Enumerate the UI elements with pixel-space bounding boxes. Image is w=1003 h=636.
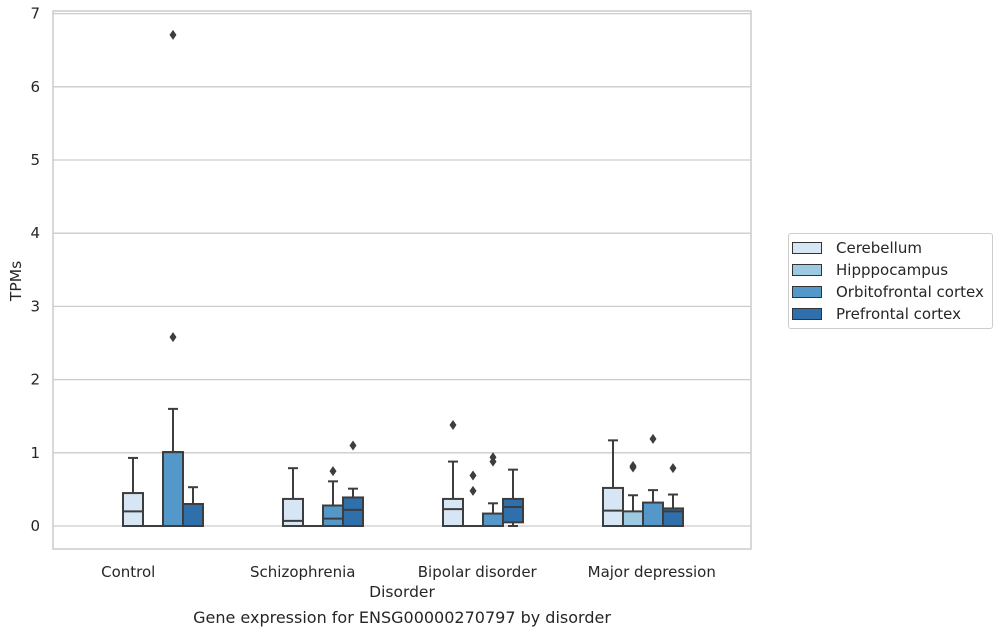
boxplot [122,456,144,527]
legend-label: Hipppocampus [836,261,949,279]
y-tick-label: 7 [30,5,40,23]
y-tick-label: 3 [30,297,40,315]
gridlines [53,12,751,527]
box [322,504,344,527]
outlier-point [169,332,177,343]
y-tick-label: 2 [30,371,40,389]
box [122,492,144,527]
y-tick-label: 6 [30,78,40,96]
legend-swatch [792,264,822,276]
plot-area-frame [52,10,752,550]
x-tick-label: Bipolar disorder [418,563,538,581]
y-axis-ticks: 0 1 2 3 4 5 6 7 [30,5,40,535]
legend-item: Orbitofrontal cortex [789,281,992,303]
chart-caption: Gene expression for ENSG00000270797 by d… [193,608,611,627]
x-tick-label: Control [101,563,155,581]
outlier-point [629,460,637,471]
y-axis-label: TPMs [7,261,25,302]
x-axis-label: Disorder [369,583,435,601]
box [342,496,364,527]
legend-swatch [792,308,822,320]
legend-swatch [792,242,822,254]
outlier-point [449,419,457,430]
boxplot [322,466,344,527]
legend-label: Orbitofrontal cortex [836,283,984,301]
box [482,512,504,528]
boxplot [282,467,304,527]
legend-item: Hipppocampus [789,259,992,281]
legend-label: Cerebellum [836,239,922,257]
box [642,501,664,527]
outlier-point [489,452,497,463]
outlier-point [169,29,177,40]
outlier-point [669,463,677,474]
legend: Cerebellum Hipppocampus Orbitofrontal cort… [788,233,993,329]
boxplot [622,460,644,527]
outlier-point [349,440,357,451]
boxplots [122,29,684,528]
legend-swatch [792,286,822,298]
box [182,503,204,528]
outlier-point [649,433,657,444]
x-tick-label: Major depression [588,563,716,581]
boxplot [442,419,464,527]
boxplot [602,439,624,528]
boxplot [642,433,664,527]
legend-item: Prefrontal cortex [789,303,992,325]
x-axis-ticks: Control Schizophrenia Bipolar disorder Majo… [101,563,716,581]
boxplot [462,470,484,528]
legend-label: Prefrontal cortex [836,305,961,323]
boxplot [502,468,524,527]
boxplot [162,29,184,527]
y-tick-label: 1 [30,444,40,462]
box [622,510,644,527]
legend-item: Cerebellum [789,237,992,259]
y-tick-label: 4 [30,224,40,242]
y-tick-label: 0 [30,517,40,535]
box [502,497,524,524]
box [602,486,624,528]
boxplot [482,452,504,528]
box [442,497,464,527]
x-tick-label: Schizophrenia [250,563,355,581]
outlier-point [469,470,477,481]
box [282,497,304,527]
y-tick-label: 5 [30,151,40,169]
boxplot [662,463,684,528]
boxplot [182,486,204,528]
outlier-point [329,466,337,477]
outlier-point [469,485,477,496]
box [162,451,184,527]
boxplot [342,440,364,527]
box [662,507,684,528]
